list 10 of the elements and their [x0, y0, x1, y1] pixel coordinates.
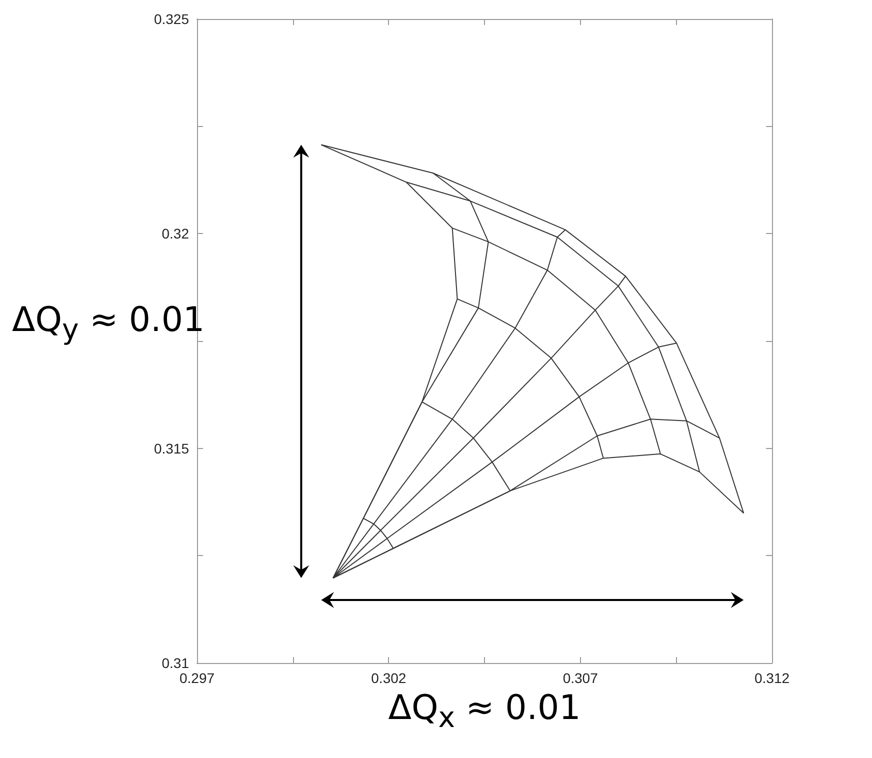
y-tick-label: 0.32: [162, 226, 190, 242]
text: ΔQ$_{x}$ ≈ 0.01: [388, 688, 581, 736]
y-tick-label: 0.31: [162, 655, 190, 671]
y-tick-label: 0.315: [154, 440, 190, 456]
x-tick-label: 0.307: [562, 670, 598, 686]
x-tick-label: 0.312: [754, 670, 790, 686]
y-tick-label: 0.325: [154, 11, 190, 27]
annotation: ΔQ$_{y}$ ≈ 0.01: [12, 300, 205, 348]
x-tick-label: 0.297: [179, 670, 215, 686]
x-tick-label: 0.302: [371, 670, 406, 686]
